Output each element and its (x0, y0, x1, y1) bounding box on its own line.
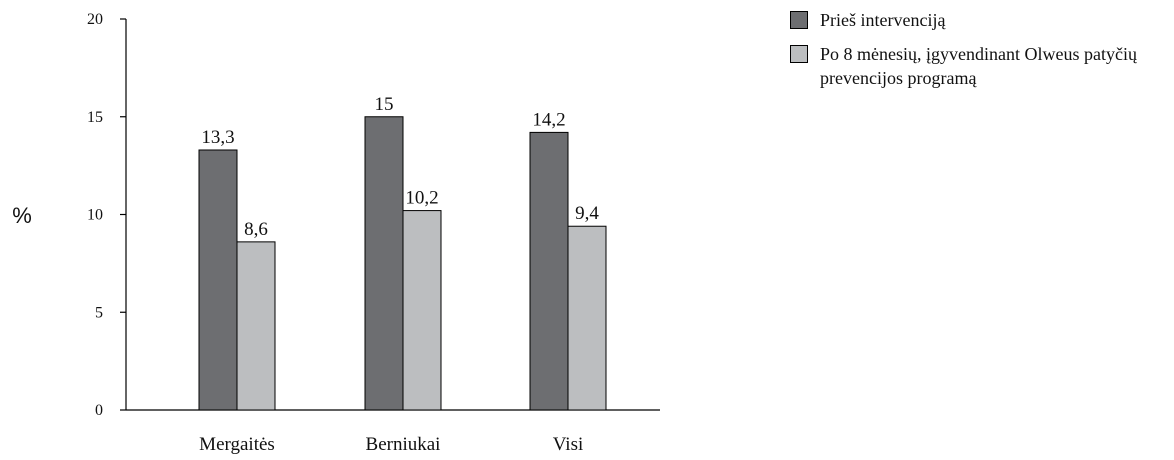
legend-item-after: Po 8 mėnesių, įgyvendinant Olweus patyči… (790, 42, 1174, 90)
data-label: 9,4 (575, 203, 599, 224)
data-label: 13,3 (201, 127, 234, 148)
x-tick-label: Berniukai (366, 434, 441, 455)
data-label: 8,6 (244, 219, 268, 240)
legend-swatch-before (790, 11, 808, 29)
y-tick-label: 20 (87, 11, 103, 28)
legend-swatch-after (790, 45, 808, 63)
y-tick-label: 0 (95, 402, 103, 419)
x-tick-label: Visi (553, 434, 584, 455)
y-tick-label: 5 (95, 304, 103, 321)
y-axis-label: % (12, 203, 32, 228)
legend-label-after: Po 8 mėnesių, įgyvendinant Olweus patyči… (820, 44, 1137, 88)
bar (402, 210, 442, 411)
bar (198, 149, 238, 411)
bars (198, 116, 607, 411)
bar (567, 225, 607, 411)
bar (236, 241, 276, 411)
data-label: 10,2 (405, 188, 438, 209)
legend: Prieš intervenciją Po 8 mėnesių, įgyvend… (790, 8, 1174, 100)
bar (529, 131, 569, 411)
bar (364, 116, 404, 411)
labels: 13,3 8,6 Mergaitės 15 10,2 Berniukai 14,2 9,4 Vi… (199, 94, 599, 455)
y-tick-label: 10 (87, 207, 103, 224)
data-label: 14,2 (532, 109, 565, 130)
x-tick-label: Mergaitės (199, 434, 275, 455)
data-label: 15 (375, 94, 394, 115)
legend-item-before: Prieš intervenciją (790, 8, 1174, 32)
y-tick-label: 15 (87, 109, 103, 126)
legend-label-before: Prieš intervenciją (820, 10, 946, 30)
